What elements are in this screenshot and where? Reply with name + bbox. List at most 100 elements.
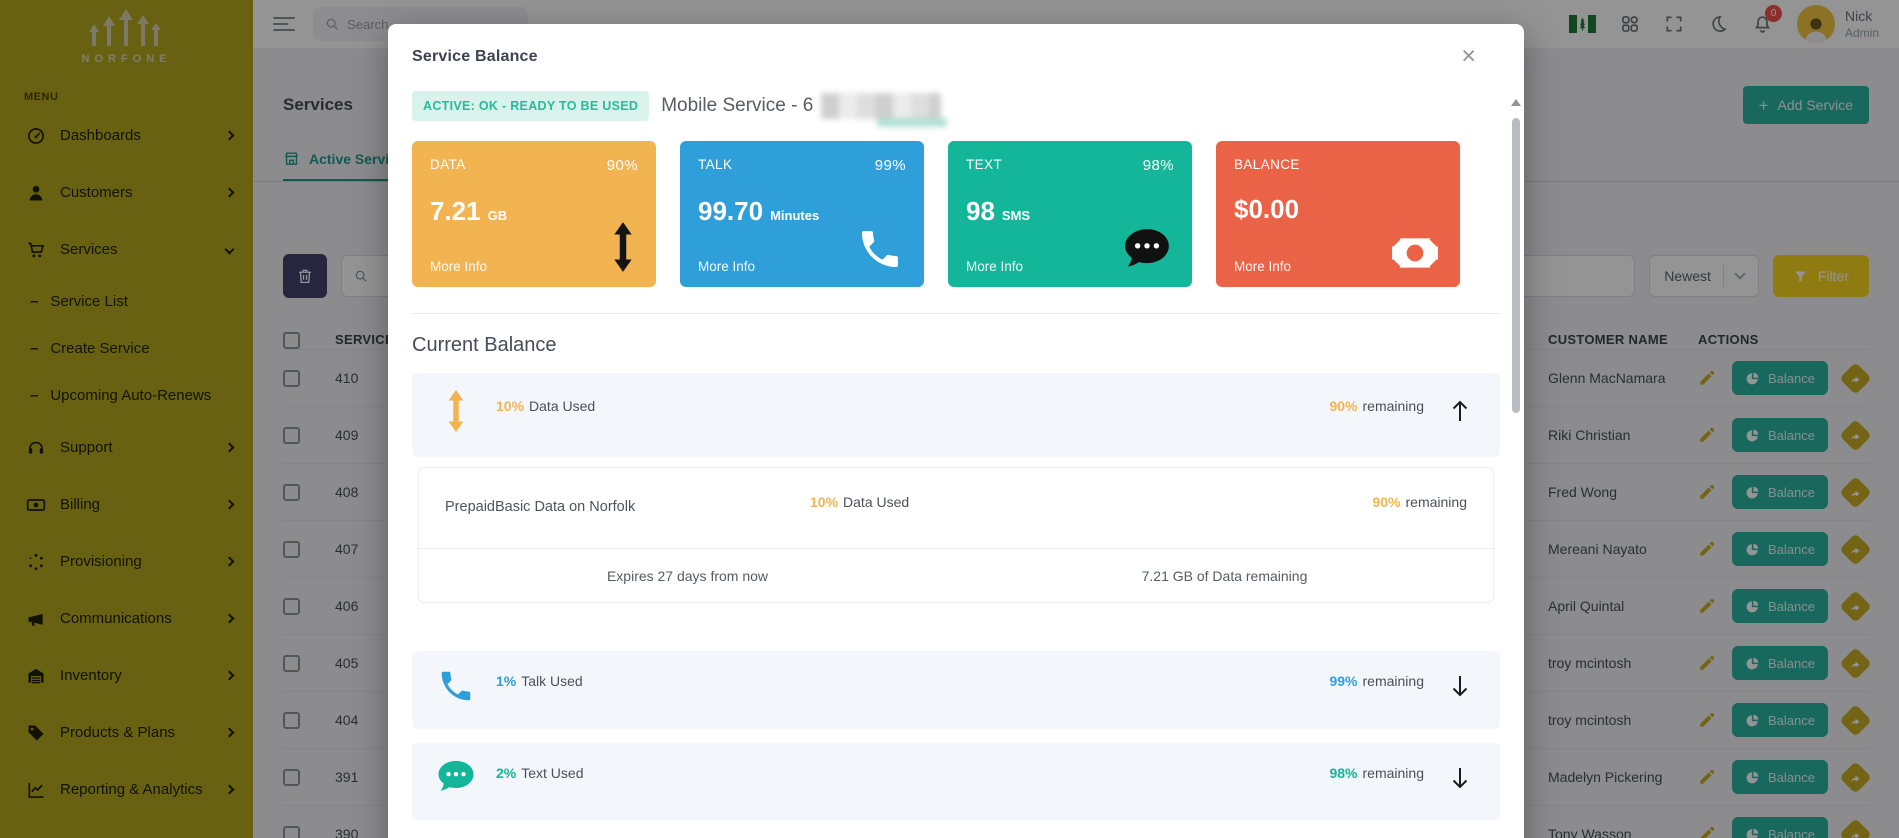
renew-action-icon[interactable] — [1839, 475, 1872, 509]
more-info-link[interactable]: More Info — [430, 259, 488, 274]
row-checkbox[interactable] — [283, 540, 300, 558]
row-checkbox[interactable] — [283, 483, 300, 501]
sidebar-item-provisioning[interactable]: Provisioning — [0, 533, 253, 590]
edit-pencil-icon[interactable] — [1698, 369, 1716, 387]
dash-bullet-icon: – — [30, 293, 39, 310]
edit-pencil-icon[interactable] — [1698, 540, 1716, 558]
remaining-percent: 90% — [1372, 494, 1401, 510]
expand-arrow-icon[interactable] — [1450, 766, 1470, 790]
sidebar-item-label: Reporting & Analytics — [60, 781, 203, 798]
fullscreen-icon[interactable] — [1664, 14, 1684, 34]
balance-button[interactable]: Balance — [1732, 817, 1828, 838]
close-icon[interactable]: × — [1461, 42, 1476, 70]
renew-action-icon[interactable] — [1839, 361, 1872, 395]
renew-action-icon[interactable] — [1839, 817, 1872, 838]
redacted-service-number — [821, 93, 948, 127]
hamburger-menu-icon[interactable] — [273, 13, 295, 35]
edit-pencil-icon[interactable] — [1698, 768, 1716, 786]
banknote-icon — [1390, 233, 1440, 273]
edit-pencil-icon[interactable] — [1698, 825, 1716, 838]
balance-button[interactable]: Balance — [1732, 418, 1828, 452]
select-all-checkbox[interactable] — [283, 332, 300, 349]
balance-button[interactable]: Balance — [1732, 760, 1828, 794]
balance-button[interactable]: Balance — [1732, 532, 1828, 566]
modal-scrollbar[interactable] — [1511, 82, 1521, 838]
row-checkbox[interactable] — [283, 597, 300, 615]
renew-action-icon[interactable] — [1839, 703, 1872, 737]
add-service-button[interactable]: + Add Service — [1742, 86, 1869, 124]
data-usage-card: DATA 90% 7.21 GB More Info — [412, 141, 656, 287]
filter-button[interactable]: Filter — [1772, 255, 1869, 297]
renew-action-icon[interactable] — [1839, 418, 1872, 452]
phone-icon — [856, 225, 904, 273]
sidebar-item-customers[interactable]: Customers — [0, 164, 253, 221]
search-icon — [355, 270, 367, 282]
sidebar-item-services[interactable]: Services — [0, 221, 253, 278]
service-id: 410 — [335, 370, 359, 386]
balance-button[interactable]: Balance — [1732, 703, 1828, 737]
renew-action-icon[interactable] — [1839, 589, 1872, 623]
customer-name: Glenn MacNamara — [1548, 370, 1666, 386]
megaphone-icon — [28, 613, 43, 626]
column-header-service[interactable]: SERVICE — [313, 326, 408, 347]
sidebar-item-reporting-analytics[interactable]: Reporting & Analytics — [0, 761, 253, 818]
service-id: 408 — [335, 484, 359, 500]
renew-action-icon[interactable] — [1839, 760, 1872, 794]
more-info-link[interactable]: More Info — [1234, 259, 1292, 274]
scroll-up-arrow-icon[interactable] — [1511, 82, 1521, 106]
gauge-icon — [28, 127, 44, 144]
balance-button[interactable]: Balance — [1732, 361, 1828, 395]
sidebar-item-dashboards[interactable]: Dashboards — [0, 107, 253, 164]
dash-bullet-icon: – — [30, 387, 39, 404]
scrollbar-thumb[interactable] — [1512, 118, 1520, 413]
sidebar-item-products-plans[interactable]: Products & Plans — [0, 704, 253, 761]
service-id: 404 — [335, 712, 359, 728]
modal-title: Service Balance — [412, 47, 538, 65]
sidebar-item-service-list[interactable]: – Service List — [0, 278, 253, 325]
dash-bullet-icon: – — [30, 340, 39, 357]
balance-button[interactable]: Balance — [1732, 589, 1828, 623]
pie-chart-icon — [1746, 486, 1759, 498]
sidebar-item-upcoming-auto-renews[interactable]: – Upcoming Auto-Renews — [0, 372, 253, 419]
row-checkbox[interactable] — [283, 711, 300, 729]
balance-button[interactable]: Balance — [1732, 646, 1828, 680]
edit-pencil-icon[interactable] — [1698, 597, 1716, 615]
sidebar-item-inventory[interactable]: Inventory — [0, 647, 253, 704]
expand-arrow-icon[interactable] — [1450, 674, 1470, 698]
renew-action-icon[interactable] — [1839, 532, 1872, 566]
dark-mode-moon-icon[interactable] — [1708, 14, 1728, 34]
language-flag-icon[interactable] — [1568, 15, 1596, 33]
edit-pencil-icon[interactable] — [1698, 483, 1716, 501]
row-checkbox[interactable] — [283, 654, 300, 672]
table-row: 409 Riki Christian Balance — [283, 406, 1872, 463]
sidebar-item-create-service[interactable]: – Create Service — [0, 325, 253, 372]
balance-card: BALANCE $0.00 More Info — [1216, 141, 1460, 287]
row-checkbox[interactable] — [283, 825, 300, 838]
notifications-bell-icon[interactable]: 0 — [1752, 4, 1782, 35]
plan-name: PrepaidBasic Data on Norfolk — [445, 499, 636, 515]
column-header-customer-name[interactable]: CUSTOMER NAME — [1548, 332, 1668, 347]
edit-pencil-icon[interactable] — [1698, 426, 1716, 444]
user-menu[interactable]: Nick Admin — [1796, 5, 1879, 43]
edit-pencil-icon[interactable] — [1698, 711, 1716, 729]
edit-pencil-icon[interactable] — [1698, 654, 1716, 672]
more-info-link[interactable]: More Info — [966, 259, 1024, 274]
sidebar-item-billing[interactable]: Billing — [0, 476, 253, 533]
balance-button[interactable]: Balance — [1732, 475, 1828, 509]
menu-section-label: MENU — [24, 91, 59, 103]
row-checkbox[interactable] — [283, 426, 300, 444]
sort-dropdown[interactable]: Newest — [1649, 255, 1759, 297]
norfone-logo-icon — [88, 9, 161, 46]
bulk-delete-button[interactable] — [283, 254, 327, 298]
sidebar-item-communications[interactable]: Communications — [0, 590, 253, 647]
row-checkbox[interactable] — [283, 768, 300, 786]
sidebar-item-support[interactable]: Support — [0, 419, 253, 476]
apps-grid-icon[interactable] — [1620, 14, 1640, 34]
renew-action-icon[interactable] — [1839, 646, 1872, 680]
more-info-link[interactable]: More Info — [698, 259, 756, 274]
row-checkbox[interactable] — [283, 369, 300, 387]
tab-active-services[interactable]: Active Services — [283, 150, 413, 181]
data-usage-row: 10% Data Used 90% remaining — [412, 373, 1500, 457]
data-balance-detail-card: PrepaidBasic Data on Norfolk 10% Data Use… — [418, 467, 1494, 603]
collapse-arrow-icon[interactable] — [1450, 399, 1470, 423]
